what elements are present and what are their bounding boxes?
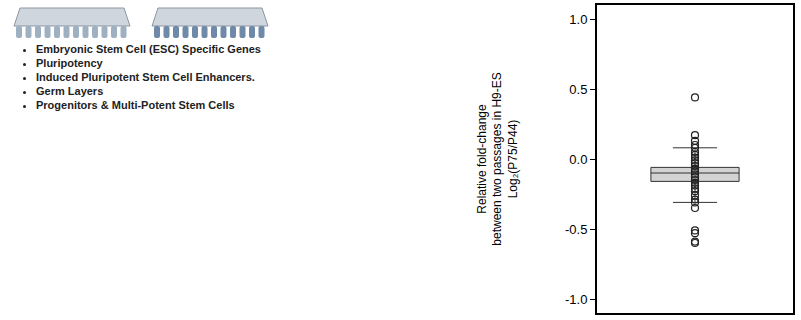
html-text:Progenitors & Multi-Potent Ste: Progenitors & Multi-Potent Stem Cells — [36, 99, 235, 111]
html-text:Pluripotency: Pluripotency — [36, 57, 103, 69]
svg-text:0.0: 0.0 — [569, 152, 587, 167]
svg-text:0.5: 0.5 — [569, 82, 587, 97]
svg-text:1.0: 1.0 — [569, 12, 587, 27]
svg-text:Relative fold-changebetween tw: Relative fold-changebetween two passages… — [475, 72, 520, 245]
svg-text:-1.0: -1.0 — [565, 292, 587, 307]
html-text:Embryonic Stem Cell (ESC) Spec: Embryonic Stem Cell (ESC) Specific Genes — [36, 43, 261, 55]
svg-text:-0.5: -0.5 — [565, 222, 587, 237]
html-text:Induced Pluripotent Stem Cell: Induced Pluripotent Stem Cell Enhancers. — [36, 71, 255, 83]
html-text:Germ Layers: Germ Layers — [36, 85, 104, 97]
